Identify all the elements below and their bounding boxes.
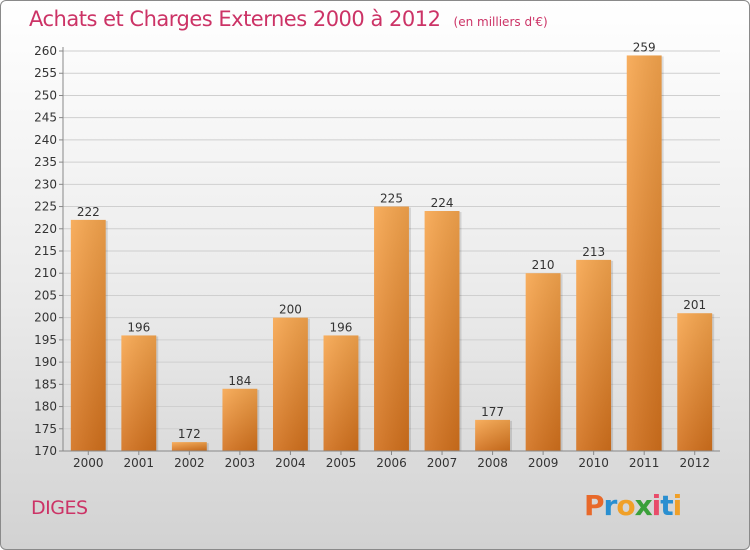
bar-highlight (424, 211, 460, 451)
y-tick-label: 260 (34, 44, 57, 58)
data-label: 200 (279, 303, 302, 317)
logo-letter: t (660, 489, 673, 522)
y-tick-label: 210 (34, 266, 57, 280)
data-label: 222 (77, 205, 100, 219)
x-tick-label: 2006 (376, 456, 407, 470)
y-tick-label: 190 (34, 355, 57, 369)
y-tick-label: 180 (34, 400, 57, 414)
y-tick-label: 230 (34, 177, 57, 191)
logo-letter: i (672, 489, 683, 522)
axes (59, 47, 720, 455)
bar-highlight (70, 219, 106, 451)
bar-highlight (272, 317, 308, 451)
y-tick-label: 225 (34, 200, 57, 214)
data-label: 225 (380, 192, 403, 206)
chart-title: Achats et Charges Externes 2000 à 2012 (29, 7, 441, 31)
data-label: 196 (127, 320, 150, 334)
data-label: 224 (431, 196, 454, 210)
bar-highlight (525, 273, 561, 451)
bar-highlight (222, 388, 258, 451)
x-tick-label: 2002 (174, 456, 205, 470)
logo-letter: i (651, 489, 662, 522)
y-tick-label: 220 (34, 222, 57, 236)
bar-highlight (677, 313, 713, 451)
x-tick-label: 2001 (124, 456, 155, 470)
y-tick-label: 255 (34, 66, 57, 80)
bars (70, 55, 715, 451)
data-label: 201 (683, 298, 706, 312)
bar-highlight (171, 442, 207, 451)
x-tick-label: 2010 (578, 456, 609, 470)
data-label: 196 (330, 320, 353, 334)
y-tick-label: 245 (34, 111, 57, 125)
y-tick-label: 235 (34, 155, 57, 169)
bar-highlight (626, 55, 662, 451)
data-label: 259 (633, 40, 656, 54)
y-tick-label: 195 (34, 333, 57, 347)
bar-highlight (475, 419, 511, 451)
x-tick-label: 2012 (679, 456, 710, 470)
logo-letter: o (616, 489, 635, 522)
x-tick-label: 2007 (427, 456, 458, 470)
y-tick-label: 240 (34, 133, 57, 147)
data-label: 184 (228, 374, 251, 388)
x-tick-label: 2011 (629, 456, 660, 470)
x-tick-label: 2009 (528, 456, 559, 470)
y-tick-label: 205 (34, 288, 57, 302)
y-tick-label: 215 (34, 244, 57, 258)
chart-unit: (en milliers d'€) (453, 15, 548, 29)
y-tick-label: 170 (34, 444, 57, 458)
logo-letter: r (603, 489, 618, 522)
data-label: 213 (582, 245, 605, 259)
bar-highlight (323, 335, 359, 451)
labels: 170 175 180 185 190 195 200 205 210 215 220 225 230 2… (34, 40, 710, 470)
logo-letter: P (584, 489, 605, 522)
y-tick-label: 250 (34, 88, 57, 102)
bar-highlight (374, 206, 409, 451)
x-tick-label: 2000 (73, 456, 104, 470)
x-tick-label: 2003 (225, 456, 256, 470)
title-row: Achats et Charges Externes 2000 à 2012 (… (29, 7, 548, 31)
bar-highlight (576, 259, 612, 451)
data-label: 210 (532, 258, 555, 272)
proxiti-logo: Proxiti (584, 489, 683, 522)
x-tick-label: 2008 (477, 456, 508, 470)
data-label: 177 (481, 405, 504, 419)
data-label: 172 (178, 427, 201, 441)
x-tick-label: 2004 (275, 456, 306, 470)
x-tick-label: 2005 (326, 456, 357, 470)
bar-highlight (121, 335, 157, 451)
y-tick-label: 185 (34, 377, 57, 391)
y-tick-label: 175 (34, 422, 57, 436)
place-name: DIGES (31, 497, 88, 519)
logo-letter: x (634, 489, 653, 522)
y-tick-label: 200 (34, 311, 57, 325)
